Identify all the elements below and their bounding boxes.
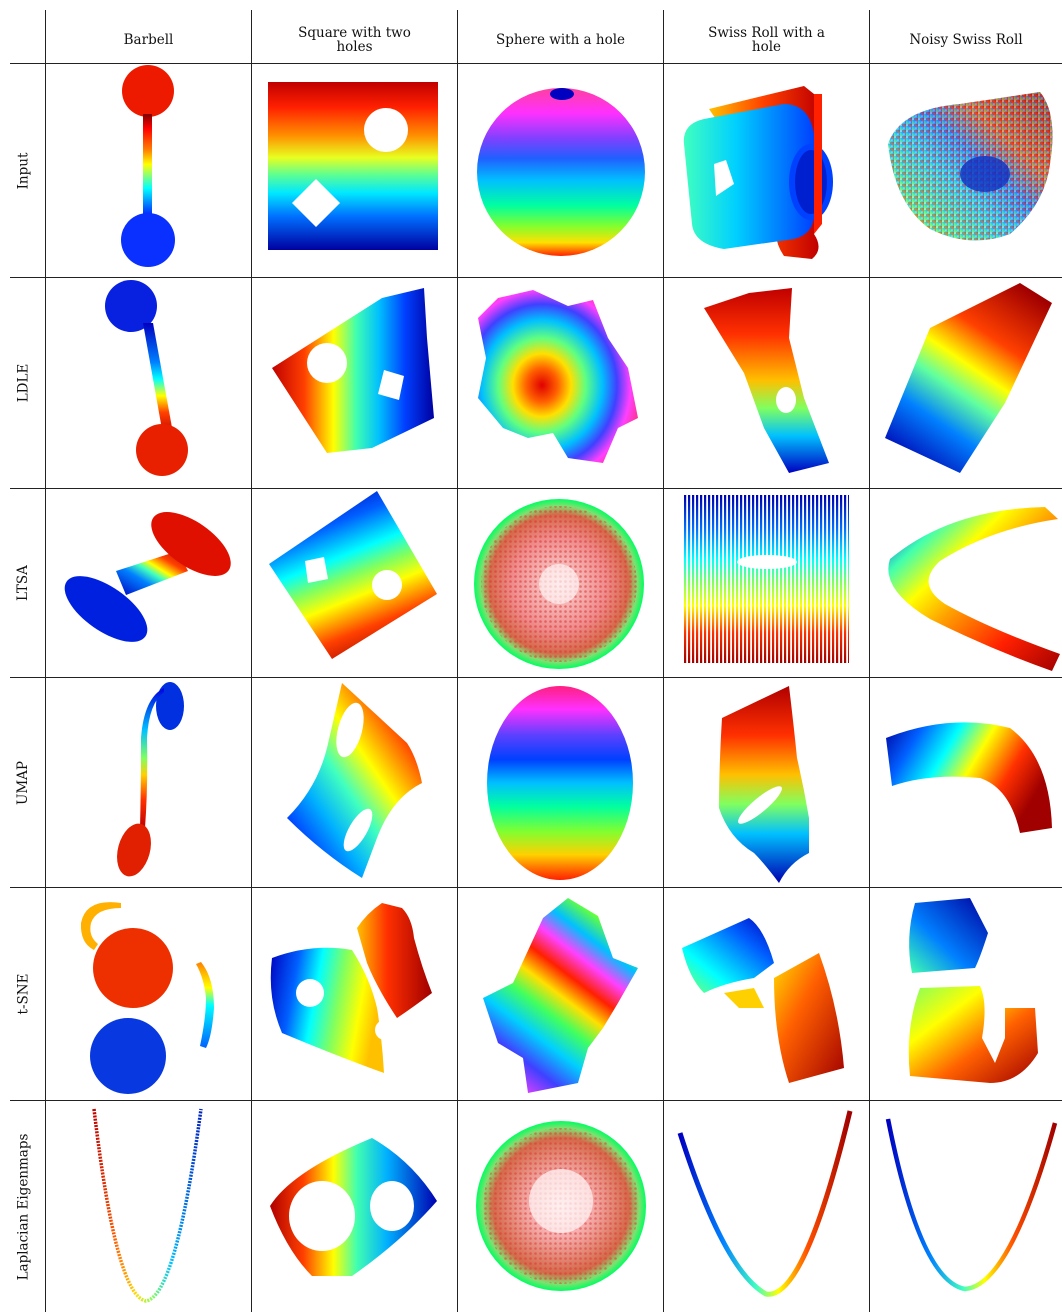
grid-line bbox=[10, 1100, 1062, 1101]
row-header-umap: UMAP bbox=[14, 760, 31, 805]
plot-laplacian-sphere bbox=[458, 1101, 663, 1312]
plot-laplacian-swiss-roll bbox=[664, 1101, 869, 1312]
plot-ltsa-swiss-roll bbox=[664, 489, 869, 677]
plot-ldle-swiss-roll bbox=[664, 278, 869, 488]
grid-line bbox=[10, 887, 1062, 888]
plot-tsne-swiss-roll bbox=[664, 888, 869, 1100]
row-header-laplacian-eigenmaps: Laplacian Eigenmaps bbox=[15, 1133, 32, 1280]
plot-ldle-noisy-swiss-roll bbox=[870, 278, 1062, 488]
grid-line bbox=[251, 10, 252, 1312]
plot-laplacian-noisy-swiss-roll bbox=[870, 1101, 1062, 1312]
plot-ltsa-noisy-swiss-roll bbox=[870, 489, 1062, 677]
plot-input-square bbox=[252, 64, 457, 277]
plot-ltsa-sphere bbox=[458, 489, 663, 677]
plot-input-barbell bbox=[46, 64, 251, 277]
plot-umap-swiss-roll bbox=[664, 678, 869, 887]
plot-laplacian-square bbox=[252, 1101, 457, 1312]
plot-input-swiss-roll bbox=[664, 64, 869, 277]
plot-laplacian-barbell bbox=[46, 1101, 251, 1312]
row-header-tsne: t-SNE bbox=[15, 973, 31, 1015]
plot-ltsa-square bbox=[252, 489, 457, 677]
row-header-ltsa: LTSA bbox=[15, 565, 31, 601]
row-header-input: Input bbox=[14, 152, 31, 189]
grid-line bbox=[869, 10, 870, 1312]
plot-input-noisy-swiss-roll bbox=[870, 64, 1062, 277]
plot-input-sphere bbox=[458, 64, 663, 277]
grid-line bbox=[10, 488, 1062, 489]
column-header-square-with-two-holes: Square with two holes bbox=[298, 25, 411, 55]
grid-line bbox=[10, 277, 1062, 278]
column-header-barbell: Barbell bbox=[123, 32, 174, 48]
grid-line bbox=[45, 10, 46, 1312]
column-header-sphere-with-a-hole: Sphere with a hole bbox=[495, 32, 626, 48]
plot-umap-noisy-swiss-roll bbox=[870, 678, 1062, 887]
plot-ldle-square bbox=[252, 278, 457, 488]
plot-umap-sphere bbox=[458, 678, 663, 887]
plot-tsne-sphere bbox=[458, 888, 663, 1100]
grid-line bbox=[457, 10, 458, 1312]
grid-line bbox=[663, 10, 664, 1312]
plot-tsne-barbell bbox=[46, 888, 251, 1100]
plot-umap-barbell bbox=[46, 678, 251, 887]
grid-line bbox=[10, 677, 1062, 678]
column-header-noisy-swiss-roll: Noisy Swiss Roll bbox=[909, 32, 1023, 48]
row-header-ldle: LDLE bbox=[14, 363, 31, 403]
plot-tsne-noisy-swiss-roll bbox=[870, 888, 1062, 1100]
plot-umap-square bbox=[252, 678, 457, 887]
plot-tsne-square bbox=[252, 888, 457, 1100]
plot-ldle-barbell bbox=[46, 278, 251, 488]
column-header-swiss-roll-with-a-hole: Swiss Roll with a hole bbox=[708, 25, 825, 55]
grid-line bbox=[10, 63, 1062, 64]
plot-ltsa-barbell bbox=[46, 489, 251, 677]
plot-ldle-sphere bbox=[458, 278, 663, 488]
